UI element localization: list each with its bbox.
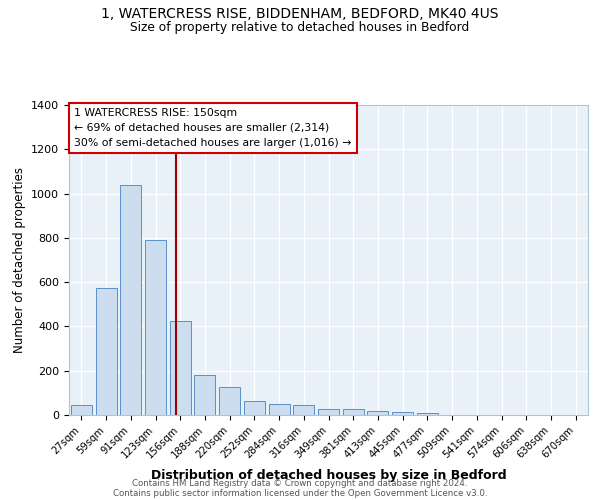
Bar <box>71 405 92 415</box>
Bar <box>343 410 364 415</box>
Text: Contains HM Land Registry data © Crown copyright and database right 2024.: Contains HM Land Registry data © Crown c… <box>132 478 468 488</box>
Bar <box>293 405 314 415</box>
Bar <box>170 321 191 415</box>
Bar <box>417 413 438 415</box>
Bar <box>244 400 265 415</box>
Text: Size of property relative to detached houses in Bedford: Size of property relative to detached ho… <box>130 21 470 34</box>
Text: 1 WATERCRESS RISE: 150sqm
← 69% of detached houses are smaller (2,314)
30% of se: 1 WATERCRESS RISE: 150sqm ← 69% of detac… <box>74 108 352 148</box>
X-axis label: Distribution of detached houses by size in Bedford: Distribution of detached houses by size … <box>151 468 506 481</box>
Bar <box>269 404 290 415</box>
Bar <box>367 410 388 415</box>
Text: Contains public sector information licensed under the Open Government Licence v3: Contains public sector information licen… <box>113 488 487 498</box>
Text: 1, WATERCRESS RISE, BIDDENHAM, BEDFORD, MK40 4US: 1, WATERCRESS RISE, BIDDENHAM, BEDFORD, … <box>101 8 499 22</box>
Bar <box>194 374 215 415</box>
Y-axis label: Number of detached properties: Number of detached properties <box>13 167 26 353</box>
Bar <box>318 409 339 415</box>
Bar <box>145 240 166 415</box>
Bar <box>219 388 240 415</box>
Bar <box>392 412 413 415</box>
Bar <box>95 288 116 415</box>
Bar <box>120 184 141 415</box>
